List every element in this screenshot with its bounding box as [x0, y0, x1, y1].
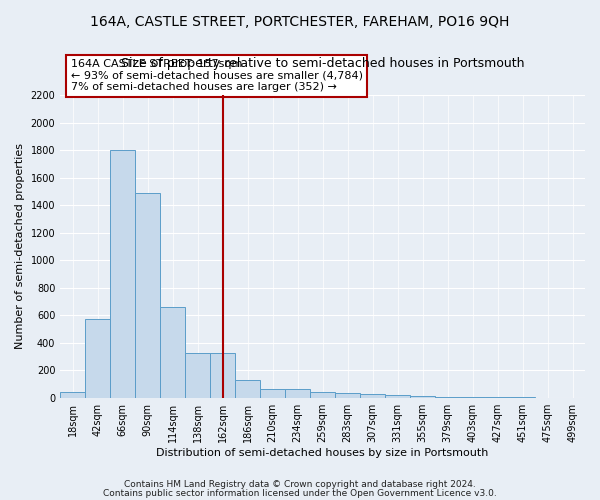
- Bar: [435, 396, 460, 398]
- Bar: [235, 380, 260, 398]
- Bar: [210, 353, 235, 398]
- Bar: [160, 307, 185, 398]
- X-axis label: Distribution of semi-detached houses by size in Portsmouth: Distribution of semi-detached houses by …: [157, 448, 489, 458]
- Bar: [285, 389, 310, 398]
- Bar: [60, 392, 85, 398]
- Bar: [335, 393, 360, 398]
- Bar: [385, 394, 410, 398]
- Text: Contains HM Land Registry data © Crown copyright and database right 2024.: Contains HM Land Registry data © Crown c…: [124, 480, 476, 489]
- Bar: [460, 397, 485, 398]
- Title: Size of property relative to semi-detached houses in Portsmouth: Size of property relative to semi-detach…: [121, 58, 524, 70]
- Text: 164A CASTLE STREET: 157sqm
← 93% of semi-detached houses are smaller (4,784)
7% : 164A CASTLE STREET: 157sqm ← 93% of semi…: [71, 59, 362, 92]
- Bar: [260, 389, 285, 398]
- Y-axis label: Number of semi-detached properties: Number of semi-detached properties: [15, 144, 25, 350]
- Bar: [410, 396, 435, 398]
- Bar: [85, 320, 110, 398]
- Bar: [110, 150, 135, 398]
- Bar: [185, 353, 210, 398]
- Bar: [360, 394, 385, 398]
- Bar: [310, 392, 335, 398]
- Text: 164A, CASTLE STREET, PORTCHESTER, FAREHAM, PO16 9QH: 164A, CASTLE STREET, PORTCHESTER, FAREHA…: [91, 15, 509, 29]
- Bar: [135, 193, 160, 398]
- Text: Contains public sector information licensed under the Open Government Licence v3: Contains public sector information licen…: [103, 489, 497, 498]
